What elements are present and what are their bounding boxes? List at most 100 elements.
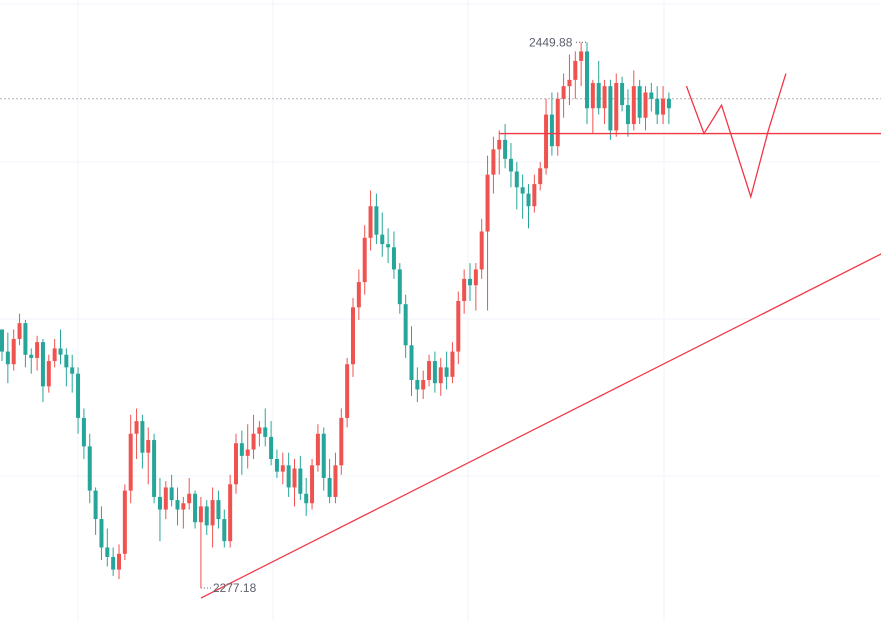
candle [479, 218, 484, 279]
candle-body [631, 86, 636, 125]
candle-body [333, 465, 338, 497]
candle-body [93, 490, 98, 520]
candle-body [421, 380, 426, 390]
candle-body [257, 427, 262, 434]
candle [579, 42, 584, 87]
candle [111, 547, 116, 576]
candle [269, 421, 274, 466]
candle [356, 269, 361, 320]
candle [508, 143, 513, 188]
candle [193, 490, 198, 529]
candle [239, 430, 244, 475]
candle-body [70, 367, 75, 374]
candle-body [46, 361, 51, 387]
candle [468, 263, 472, 302]
candle [181, 496, 186, 529]
candle-body [81, 417, 86, 447]
candle [409, 326, 414, 396]
candle [152, 433, 157, 504]
candle-body [409, 345, 414, 381]
candle [70, 354, 75, 393]
candle [222, 509, 227, 548]
candle-body [274, 459, 279, 472]
candle-body [614, 82, 619, 131]
candle-body [163, 487, 168, 510]
candle-body [403, 304, 408, 346]
candle-body [567, 79, 572, 87]
candle [643, 86, 648, 131]
candle [555, 92, 560, 156]
candle [526, 184, 531, 229]
candle-body [198, 506, 203, 523]
candle [614, 73, 619, 137]
high-price-label: 2449.88 [529, 35, 573, 49]
candle [333, 452, 338, 504]
candle [58, 329, 63, 365]
candle-body [590, 82, 595, 109]
candle [532, 174, 537, 213]
candle-body [5, 351, 10, 365]
candle [661, 86, 666, 125]
candle-body [491, 149, 496, 175]
candle-body [485, 174, 490, 232]
candle [514, 161, 519, 210]
candle [596, 60, 601, 115]
projection-path [685, 73, 787, 200]
candle-body [298, 468, 303, 494]
candle-body [462, 278, 467, 302]
candle-body [64, 354, 69, 368]
candle [23, 319, 28, 368]
candle [380, 212, 385, 257]
candle [315, 424, 320, 472]
candle-body [450, 351, 455, 377]
candle-body [666, 98, 671, 109]
candle [520, 174, 525, 219]
candle-body [134, 421, 139, 434]
candle [462, 269, 467, 314]
candle-body [608, 86, 613, 131]
candle [456, 291, 461, 365]
candle-body [351, 307, 355, 365]
candle-body [649, 92, 654, 99]
candle-body [187, 493, 192, 504]
candle [163, 481, 168, 520]
candle [99, 506, 104, 561]
candle-body [479, 231, 484, 270]
candle [637, 79, 642, 125]
candle-body [52, 348, 57, 362]
candle-body [286, 465, 291, 488]
candle-body [432, 361, 437, 384]
candle [649, 82, 654, 112]
candle [561, 73, 566, 118]
candle [35, 335, 40, 371]
candle-body [368, 206, 373, 238]
candle-body [35, 342, 40, 358]
candle-body [234, 443, 238, 485]
candle [339, 408, 344, 475]
candle-body [391, 247, 396, 270]
candle [29, 348, 34, 374]
candle [321, 427, 326, 491]
candle [386, 228, 391, 264]
candle-body [555, 98, 560, 147]
candle-body [415, 380, 420, 390]
candle-body [497, 139, 502, 150]
candle-body [169, 487, 174, 501]
candle [327, 459, 332, 504]
candle [432, 351, 437, 393]
candle [52, 338, 57, 368]
low-price-label: 2277.18 [213, 581, 257, 595]
candle-body [210, 500, 215, 526]
candle [374, 193, 379, 245]
candle-body [386, 244, 391, 248]
candle [117, 544, 121, 580]
candle [427, 354, 432, 387]
candle-body [661, 98, 666, 115]
candle [666, 92, 671, 125]
candle [157, 477, 162, 542]
candle-body [345, 364, 350, 418]
candle-body [315, 433, 320, 466]
candle-body [292, 468, 297, 488]
candle-body [17, 323, 22, 339]
candle [292, 459, 297, 507]
